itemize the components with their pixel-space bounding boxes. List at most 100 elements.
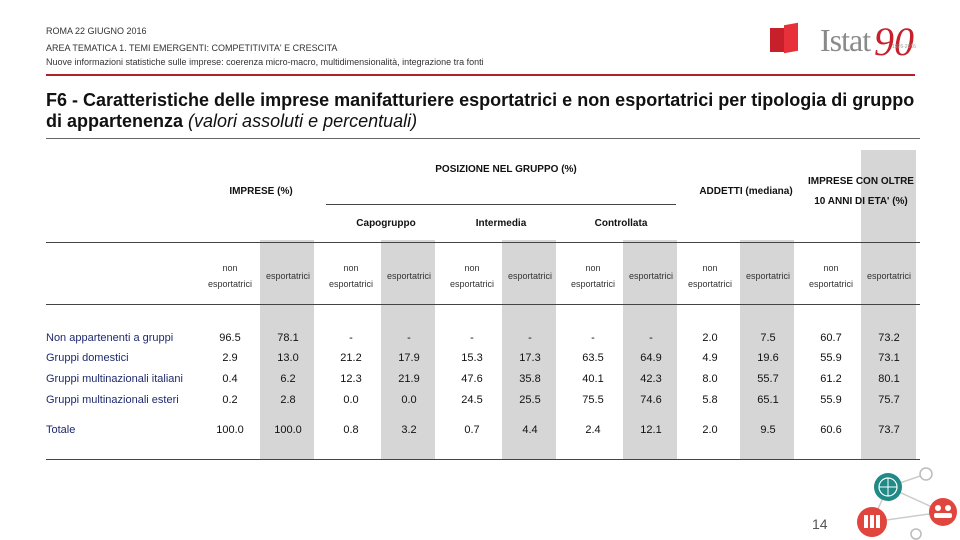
table-cell: 78.1 — [277, 332, 299, 344]
table-cell: - — [649, 332, 653, 344]
col-label-non: non — [222, 263, 238, 273]
col-label-non: non — [343, 263, 359, 273]
header-rule — [46, 242, 920, 243]
table-cell: - — [591, 332, 595, 344]
table-cell: - — [407, 332, 411, 344]
row-label: Gruppi multinazionali esteri — [46, 394, 179, 406]
table-cell: - — [470, 332, 474, 344]
page-number: 14 — [812, 516, 828, 532]
row-label: Totale — [46, 424, 76, 436]
col-label-esportatrici: esportatrici — [386, 271, 431, 281]
header-area: AREA TEMATICA 1. TEMI EMERGENTI: COMPETI… — [46, 43, 338, 53]
table-cell: 55.9 — [820, 394, 842, 406]
table-cell: 0.8 — [343, 424, 359, 436]
table-cell: 21.9 — [398, 373, 420, 385]
table-cell: 2.8 — [280, 394, 296, 406]
logo-word: Istat — [820, 22, 871, 58]
title-main: F6 - Caratteristiche delle imprese manif… — [46, 90, 915, 131]
people-icon — [929, 498, 957, 526]
col-label-non-esportatrici: non esportatrici — [202, 260, 258, 292]
col-label-non: non — [823, 263, 839, 273]
logo-mark-icon — [770, 28, 788, 52]
table-cell: 73.7 — [878, 424, 900, 436]
table-cell: 74.6 — [640, 394, 662, 406]
col-label-esportatrici: esportatrici — [745, 271, 790, 281]
header-intermedia: Intermedia — [475, 218, 527, 229]
table-cell: - — [528, 332, 532, 344]
table-cell: 19.6 — [757, 352, 779, 364]
col-label-esportatrici-line: esportatrici — [207, 279, 252, 289]
shade-col-addetti — [740, 240, 794, 460]
table-cell: 61.2 — [820, 373, 842, 385]
table-cell: 4.9 — [702, 352, 718, 364]
table-cell: 40.1 — [582, 373, 604, 385]
table-cell: 0.7 — [464, 424, 480, 436]
table-cell: 9.5 — [760, 424, 776, 436]
table-cell: 75.7 — [878, 394, 900, 406]
header-imprese: IMPRESE (%) — [229, 186, 293, 197]
column-rule — [46, 304, 920, 305]
col-label-esportatrici-line: esportatrici — [449, 279, 494, 289]
table-cell: 65.1 — [757, 394, 779, 406]
table-cell: 73.2 — [878, 332, 900, 344]
table-cell: 2.0 — [702, 424, 718, 436]
table-cell: 0.0 — [401, 394, 417, 406]
row-label: Gruppi multinazionali italiani — [46, 373, 183, 385]
table-cell: 80.1 — [878, 373, 900, 385]
col-label-non-esportatrici: non esportatrici — [682, 260, 738, 292]
header-capogruppo: Capogruppo — [356, 218, 416, 229]
posizione-rule — [326, 204, 676, 205]
table-cell: 47.6 — [461, 373, 483, 385]
col-label-esportatrici-line: esportatrici — [328, 279, 373, 289]
table-cell: 73.1 — [878, 352, 900, 364]
shade-col-imprese — [260, 240, 314, 460]
bottom-rule — [46, 459, 920, 460]
table-cell: 60.6 — [820, 424, 842, 436]
node-icon — [919, 467, 933, 481]
header-subtitle: Nuove informazioni statistiche sulle imp… — [46, 57, 484, 67]
title-note: (valori assoluti e percentuali) — [188, 111, 418, 131]
table-cell: 17.3 — [519, 352, 541, 364]
header-oltre10-line2: 10 ANNI DI ETA' (%) — [814, 196, 908, 207]
shade-col-oltre10 — [861, 150, 916, 460]
istat-logo: Istat 90 1926-2016 — [770, 18, 920, 68]
row-label: Gruppi domestici — [46, 352, 129, 364]
table-cell: 3.2 — [401, 424, 417, 436]
table-cell: 2.4 — [585, 424, 601, 436]
col-label-non-esportatrici: non esportatrici — [565, 260, 621, 292]
col-label-esportatrici: esportatrici — [628, 271, 673, 281]
col-label-esportatrici-line: esportatrici — [808, 279, 853, 289]
decorative-network-icons — [857, 467, 957, 540]
row-label: Non appartenenti a gruppi — [46, 332, 174, 344]
header-controllata: Controllata — [594, 218, 648, 229]
table-cell: 42.3 — [640, 373, 662, 385]
table-cell: 35.8 — [519, 373, 541, 385]
table-cell: 17.9 — [398, 352, 420, 364]
table-cell: 21.2 — [340, 352, 362, 364]
table-cell: 55.7 — [757, 373, 779, 385]
table-cell: 75.5 — [582, 394, 604, 406]
table-cell: 0.4 — [222, 373, 238, 385]
logo-mark-icon-2 — [784, 22, 798, 54]
header-oltre10-line1: IMPRESE CON OLTRE — [808, 176, 914, 187]
col-label-non-esportatrici: non esportatrici — [803, 260, 859, 292]
table-cell: 7.5 — [760, 332, 776, 344]
col-label-non: non — [585, 263, 601, 273]
col-label-non-esportatrici: non esportatrici — [444, 260, 500, 292]
col-label-non: non — [464, 263, 480, 273]
logo-years: 1926-2016 — [892, 44, 916, 50]
header-addetti: ADDETTI (mediana) — [699, 186, 793, 197]
col-label-esportatrici-line: esportatrici — [687, 279, 732, 289]
shade-col-intermedia — [502, 240, 556, 460]
table-cell: 100.0 — [216, 424, 244, 436]
table-cell: 100.0 — [274, 424, 302, 436]
shade-col-controllata — [623, 240, 677, 460]
header-divider — [46, 74, 915, 76]
title-divider — [46, 138, 920, 139]
header-posizione: POSIZIONE NEL GRUPPO (%) — [435, 164, 577, 175]
table-cell: 96.5 — [219, 332, 241, 344]
table-cell: 5.8 — [702, 394, 718, 406]
page-title: F6 - Caratteristiche delle imprese manif… — [46, 90, 926, 132]
table-cell: 4.4 — [522, 424, 538, 436]
table-cell: 25.5 — [519, 394, 541, 406]
